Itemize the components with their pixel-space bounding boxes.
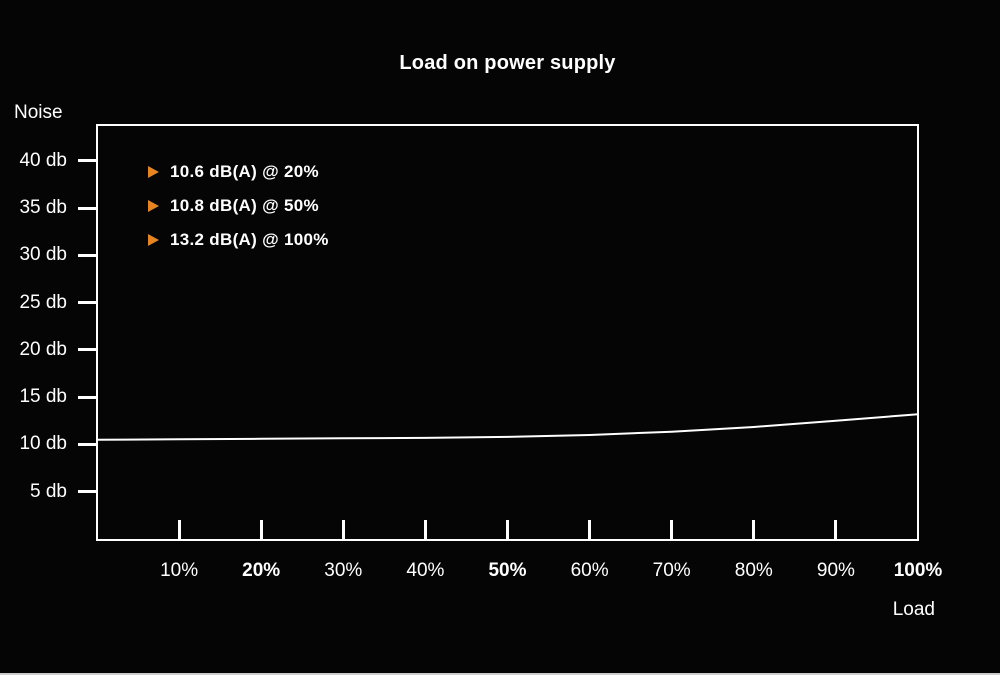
x-tick-label-40: 40% xyxy=(406,560,445,581)
triangle-right-icon xyxy=(148,166,159,178)
x-axis-title: Load xyxy=(892,599,935,620)
x-tick-label-70: 70% xyxy=(652,560,691,581)
x-tick-mark-10 xyxy=(177,520,181,539)
legend-label: 10.8 dB(A) @ 50% xyxy=(170,196,319,215)
y-tick-label-20: 20 db xyxy=(19,338,67,360)
y-tick-mark-15 xyxy=(78,395,97,399)
x-tick-label-100: 100% xyxy=(893,560,943,581)
noise-curve-line xyxy=(96,413,919,441)
legend-item: 10.6 dB(A) @ 20% xyxy=(148,161,329,183)
y-tick-mark-30 xyxy=(78,253,97,257)
y-axis-title: Noise xyxy=(14,102,63,123)
x-tick-label-20: 20% xyxy=(242,560,281,581)
plot-area-border xyxy=(96,124,919,541)
legend-item: 10.8 dB(A) @ 50% xyxy=(148,195,329,217)
chart-title: Load on power supply xyxy=(399,52,616,74)
x-tick-label-60: 60% xyxy=(570,560,609,581)
y-tick-label-15: 15 db xyxy=(19,386,67,408)
x-tick-mark-90 xyxy=(834,520,838,539)
triangle-right-icon xyxy=(148,200,159,212)
y-tick-mark-10 xyxy=(78,442,97,446)
x-tick-label-30: 30% xyxy=(324,560,363,581)
legend-label: 13.2 dB(A) @ 100% xyxy=(170,230,329,249)
y-tick-label-35: 35 db xyxy=(19,197,67,219)
y-tick-mark-40 xyxy=(78,159,97,163)
y-tick-mark-25 xyxy=(78,301,97,305)
y-tick-label-10: 10 db xyxy=(19,433,67,455)
x-tick-mark-50 xyxy=(506,520,509,539)
y-tick-mark-35 xyxy=(78,206,97,210)
legend: 10.6 dB(A) @ 20% 10.8 dB(A) @ 50% 13.2 d… xyxy=(148,161,329,263)
y-tick-label-30: 30 db xyxy=(19,244,67,266)
y-tick-label-25: 25 db xyxy=(19,291,67,313)
noise-curve xyxy=(96,413,919,441)
x-tick-label-50: 50% xyxy=(488,560,527,581)
y-tick-label-5: 5 db xyxy=(30,480,67,502)
x-tick-label-80: 80% xyxy=(734,560,773,581)
x-tick-mark-30 xyxy=(341,520,345,539)
legend-item: 13.2 dB(A) @ 100% xyxy=(148,229,329,251)
x-tick-mark-70 xyxy=(670,520,674,539)
page-bottom-edge xyxy=(0,673,1000,675)
triangle-right-icon xyxy=(148,234,159,246)
y-tick-label-40: 40 db xyxy=(19,149,67,171)
y-tick-mark-5 xyxy=(78,490,97,494)
legend-label: 10.6 dB(A) @ 20% xyxy=(170,162,319,181)
x-tick-mark-80 xyxy=(752,520,756,539)
x-tick-label-10: 10% xyxy=(160,560,199,581)
x-tick-mark-20 xyxy=(259,520,263,539)
x-tick-label-90: 90% xyxy=(816,560,855,581)
y-tick-mark-20 xyxy=(78,348,97,352)
x-tick-mark-60 xyxy=(588,520,592,539)
x-tick-mark-40 xyxy=(423,520,427,539)
